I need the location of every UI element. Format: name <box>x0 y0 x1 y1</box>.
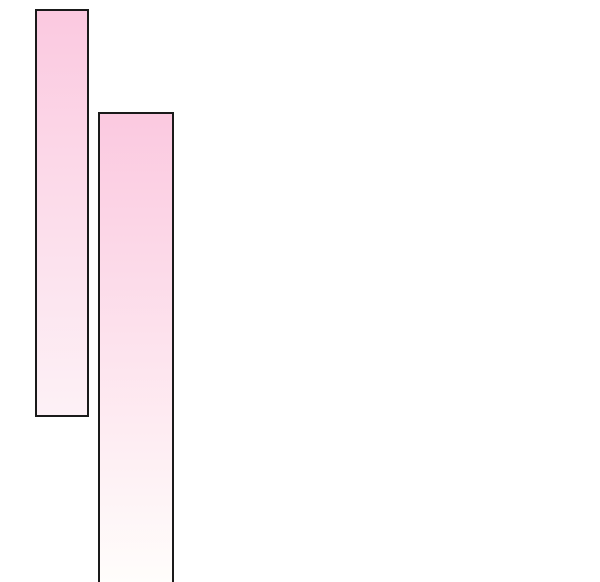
comic-page: { "panels": [ { "name": "left", "gradien… <box>35 9 174 582</box>
left-comic-panel <box>35 9 89 417</box>
right-comic-panel <box>98 112 174 582</box>
